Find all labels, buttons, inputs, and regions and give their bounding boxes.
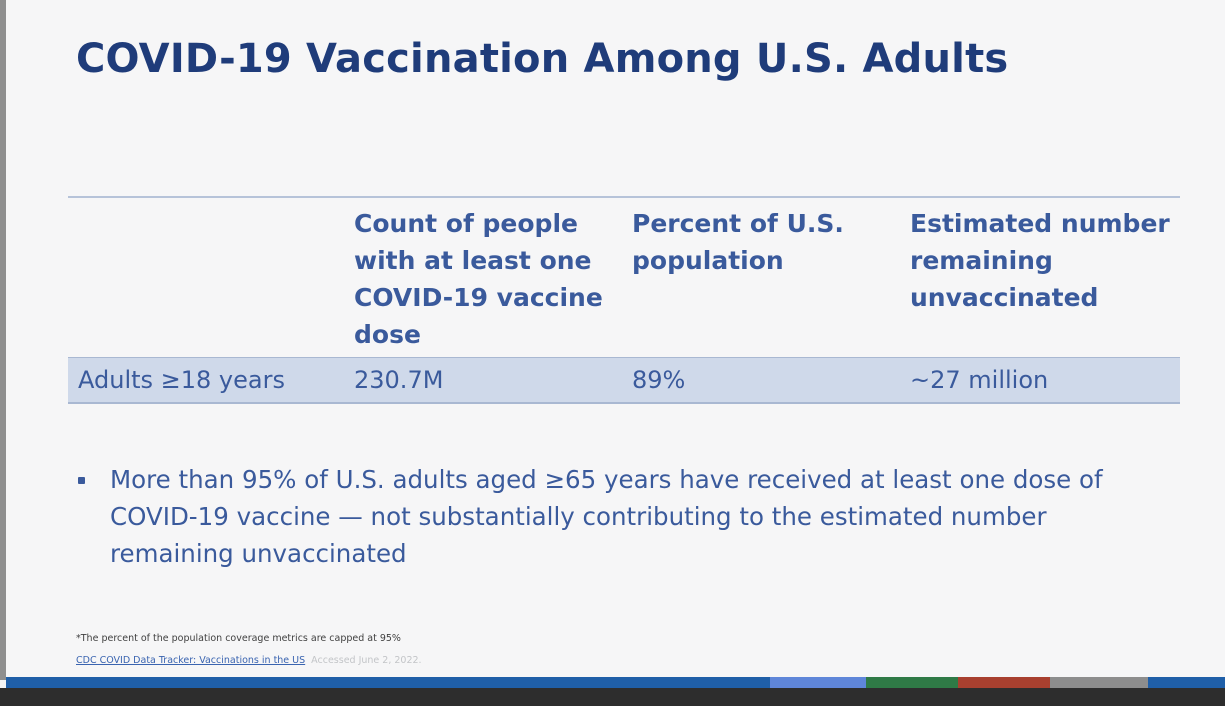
header-count: Count of people with at least one COVID-… (354, 209, 603, 349)
accent-segment-green (866, 677, 958, 688)
table-row: Adults ≥18 years 230.7M 89% ~27 million (68, 357, 1180, 404)
row-remaining: ~27 million (910, 366, 1049, 394)
accent-bar (6, 677, 1225, 688)
row-percent: 89% (632, 366, 686, 394)
table-top-rule (68, 196, 1180, 198)
bottom-bar (0, 688, 1225, 706)
accent-segment-gray (1050, 677, 1148, 688)
footnote: *The percent of the population coverage … (76, 633, 401, 644)
accent-segment-red (958, 677, 1050, 688)
slide-title: COVID-19 Vaccination Among U.S. Adults (76, 36, 1009, 82)
source-line: CDC COVID Data Tracker: Vaccinations in … (76, 655, 422, 666)
header-percent: Percent of U.S. population (632, 209, 844, 275)
bullet-text: More than 95% of U.S. adults aged ≥65 ye… (110, 465, 1103, 568)
header-remaining: Estimated number remaining unvaccinated (910, 209, 1170, 312)
window-left-edge (0, 0, 6, 680)
source-accessed: Accessed June 2, 2022. (311, 655, 422, 666)
bullet-marker-icon (78, 477, 85, 484)
accent-segment-light-blue (770, 677, 866, 688)
row-label: Adults ≥18 years (78, 366, 285, 394)
slide: COVID-19 Vaccination Among U.S. Adults C… (6, 0, 1225, 680)
source-link[interactable]: CDC COVID Data Tracker: Vaccinations in … (76, 655, 306, 666)
row-count: 230.7M (354, 366, 444, 394)
